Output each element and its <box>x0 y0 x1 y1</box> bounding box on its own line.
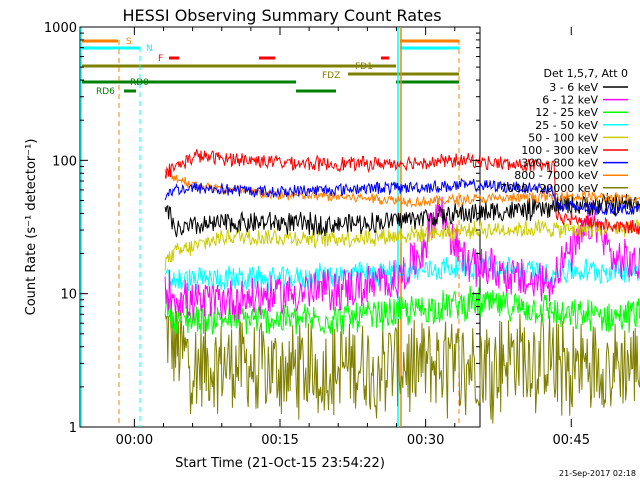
y-axis-label: Count Rate (s⁻¹ detector⁻¹) <box>24 139 39 316</box>
flag-label: N <box>146 44 153 54</box>
x-axis-label: Start Time (21-Oct-15 23:54:22) <box>175 456 385 471</box>
legend-entry-label: 800 - 7000 keV <box>514 169 598 182</box>
legend-entry-label: 7000 - 20000 keV <box>500 182 598 195</box>
legend-title: Det 1,5,7, Att 0 <box>544 67 628 80</box>
x-tick-label: 00:45 <box>553 433 590 448</box>
flag-label: RD6 <box>96 87 115 97</box>
legend-entry-label: 50 - 100 keV <box>528 131 598 144</box>
y-tick-label: 10 <box>60 288 77 303</box>
footer-timestamp: 21-Sep-2017 02:18 <box>559 469 636 478</box>
x-tick-label: 00:30 <box>407 433 444 448</box>
chart-title: HESSI Observing Summary Count Rates <box>122 6 441 25</box>
flag-label: S <box>126 37 132 47</box>
flag-label: F <box>158 54 163 64</box>
series-line <box>164 218 640 271</box>
series-layer <box>164 149 640 424</box>
series-line <box>164 168 640 209</box>
legend-entry-label: 25 - 50 keV <box>535 119 598 132</box>
y-tick-label: 1000 <box>44 21 77 36</box>
legend-entry-label: 100 - 300 keV <box>521 144 598 157</box>
series-line <box>164 193 640 238</box>
series-line <box>164 309 640 424</box>
legend-entry-label: 12 - 25 keV <box>535 106 598 119</box>
axes-layer: 00:0000:1500:3000:4501:0001:1501:3011010… <box>44 21 590 448</box>
series-line <box>164 196 640 322</box>
y-tick-label: 1 <box>69 421 77 436</box>
flag-label: FD1 <box>355 62 373 72</box>
series-line <box>164 285 640 335</box>
x-tick-label: 00:00 <box>116 433 153 448</box>
x-tick-label: 00:15 <box>261 433 298 448</box>
series-line <box>164 177 640 217</box>
legend-entry-label: 3 - 6 keV <box>549 81 598 94</box>
y-tick-label: 100 <box>52 154 77 169</box>
legend-entry-label: 6 - 12 keV <box>542 94 598 107</box>
series-line <box>164 149 640 235</box>
flag-label: FDZ <box>322 71 340 81</box>
legend-entry-label: 300 - 800 keV <box>521 157 598 170</box>
series-line <box>164 254 640 292</box>
